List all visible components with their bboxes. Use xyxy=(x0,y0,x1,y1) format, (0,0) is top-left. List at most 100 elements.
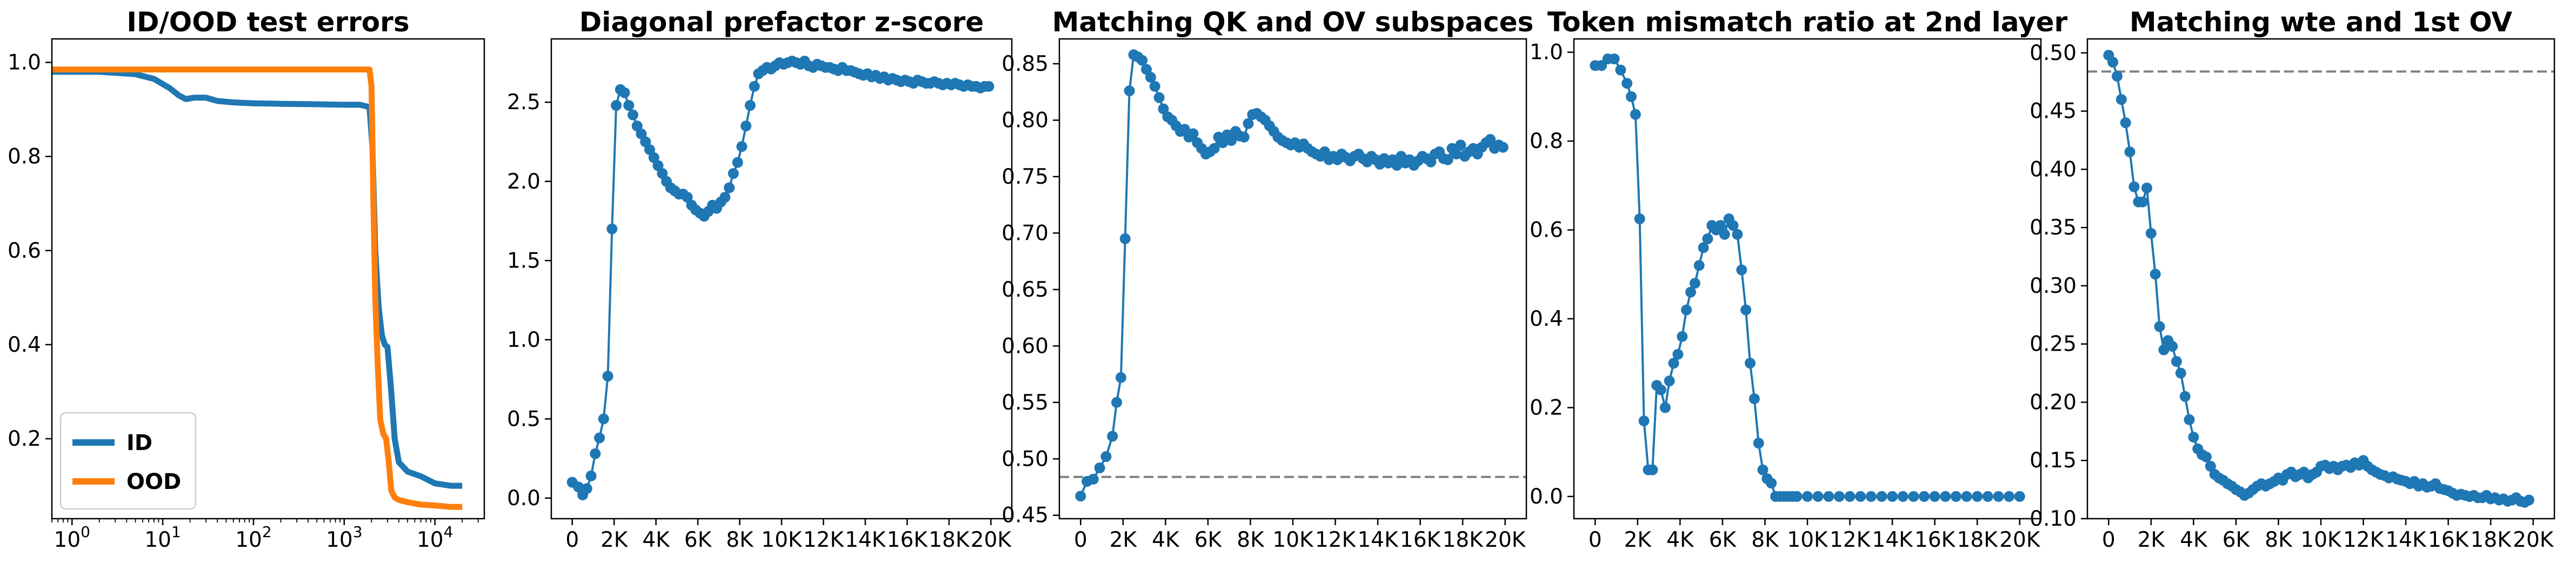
y-tick-label: 0.0 xyxy=(507,486,540,511)
data-point xyxy=(749,81,760,92)
data-point xyxy=(1455,139,1466,151)
x-tick-label: 4K xyxy=(1666,528,1694,552)
y-tick-label: 0.15 xyxy=(2030,448,2077,473)
data-point xyxy=(1647,464,1658,475)
data-point xyxy=(1217,137,1229,149)
data-point xyxy=(1425,156,1437,167)
y-tick-label: 0.8 xyxy=(1530,129,1563,153)
x-tick-label: 2K xyxy=(1624,528,1652,552)
y-tick-label: 0.35 xyxy=(2030,216,2077,240)
data-point xyxy=(1209,143,1220,154)
data-point xyxy=(581,483,592,494)
y-tick-label: 0.65 xyxy=(1002,278,1049,302)
data-point xyxy=(1672,348,1684,360)
data-point xyxy=(1727,220,1739,231)
data-point xyxy=(2154,321,2165,332)
x-tick-label: 2K xyxy=(2138,528,2166,552)
data-point xyxy=(740,120,752,132)
data-point xyxy=(1693,260,1705,271)
x-tick-label: 103 xyxy=(326,523,362,552)
x-tick-label: 6K xyxy=(1194,528,1223,552)
x-tick-label: 16K xyxy=(2428,528,2470,552)
data-point xyxy=(1664,375,1675,387)
data-point xyxy=(1844,491,1856,502)
y-tick-label: 0.40 xyxy=(2030,157,2077,182)
y-tick-label: 0.4 xyxy=(8,333,41,357)
data-point xyxy=(1638,415,1650,427)
x-tick-label: 10K xyxy=(761,528,803,552)
data-point xyxy=(2145,227,2157,239)
data-point xyxy=(1940,491,1951,502)
x-tick-exponent: 1 xyxy=(171,523,181,541)
data-point xyxy=(1681,304,1692,316)
legend-box xyxy=(59,412,197,510)
y-tick-label: 0.6 xyxy=(1530,218,1563,243)
y-tick-label: 0.0 xyxy=(1530,485,1563,509)
data-point xyxy=(1451,149,1462,160)
data-point xyxy=(2167,341,2178,352)
x-tick-label: 100 xyxy=(54,523,90,552)
data-point xyxy=(1993,491,2004,502)
chart-title: Diagonal prefactor z-score xyxy=(579,6,984,38)
data-point xyxy=(1823,491,1834,502)
x-tick-label: 20K xyxy=(1999,528,2041,552)
x-tick-label: 4K xyxy=(2180,528,2208,552)
data-point xyxy=(1908,491,1919,502)
x-tick-base: 10 xyxy=(144,528,171,552)
data-point xyxy=(1621,78,1633,89)
data-point xyxy=(1115,372,1126,383)
chart-panel-5: 0.10 0.15 0.20 0.25 0.30 0.35 0.40 0.45 0.50 0 2K 4… xyxy=(2030,6,2555,552)
data-point xyxy=(682,192,693,203)
data-point xyxy=(1812,491,1824,502)
chart-panel-2: 0.0 0.5 1.0 1.5 2.0 2.5 0 2K 4K 6K 8K 10K 12K 14K 16K 1… xyxy=(507,6,1013,552)
data-point xyxy=(983,81,995,92)
data-point xyxy=(1919,491,1930,502)
data-point xyxy=(1833,491,1845,502)
y-tick-label: 0.4 xyxy=(1530,307,1563,331)
series-ood xyxy=(52,66,463,510)
data-point xyxy=(594,432,605,444)
x-tick-exponent: 3 xyxy=(353,523,363,541)
data-point xyxy=(2014,491,2025,502)
data-point xyxy=(1802,491,1813,502)
x-tick-label: 12K xyxy=(1315,528,1357,552)
x-tick-exponent: 2 xyxy=(262,523,272,541)
x-tick-base: 10 xyxy=(54,528,81,552)
data-point xyxy=(1226,135,1237,146)
y-tick-label: 0.30 xyxy=(2030,274,2077,298)
data-point xyxy=(719,192,731,203)
chart-title: Token mismatch ratio at 2nd layer xyxy=(1547,6,2068,38)
x-tick-label: 12K xyxy=(1830,528,1871,552)
data-point xyxy=(1630,109,1641,120)
legend-entry: ID xyxy=(126,431,152,455)
data-point xyxy=(1745,358,1756,369)
x-tick-label: 16K xyxy=(1914,528,1956,552)
data-point xyxy=(1319,146,1330,157)
data-point xyxy=(2205,461,2216,472)
x-tick-label: 18K xyxy=(2471,528,2512,552)
x-tick-label: 18K xyxy=(1957,528,1999,552)
data-point xyxy=(644,144,655,156)
x-tick-label: 104 xyxy=(417,523,453,552)
data-point xyxy=(590,448,601,459)
data-point xyxy=(1865,491,1877,502)
data-point xyxy=(1698,242,1709,253)
x-tick-label: 18K xyxy=(1443,528,1484,552)
y-tick-label: 0.20 xyxy=(2030,390,2077,414)
series-1 xyxy=(566,56,995,500)
x-tick-label: 20K xyxy=(971,528,1012,552)
data-point xyxy=(1961,491,1972,502)
legend: ID OOD xyxy=(59,412,197,510)
series-line xyxy=(52,69,463,489)
y-tick-label: 0.85 xyxy=(1002,52,1049,76)
data-point xyxy=(1485,134,1496,145)
x-tick-exponent: 0 xyxy=(81,523,90,541)
y-tick-label: 0.6 xyxy=(8,239,41,263)
data-point xyxy=(2171,356,2182,367)
data-point xyxy=(1876,491,1887,502)
data-point xyxy=(1141,64,1152,75)
data-point xyxy=(1659,402,1671,413)
data-point xyxy=(1887,491,1898,502)
